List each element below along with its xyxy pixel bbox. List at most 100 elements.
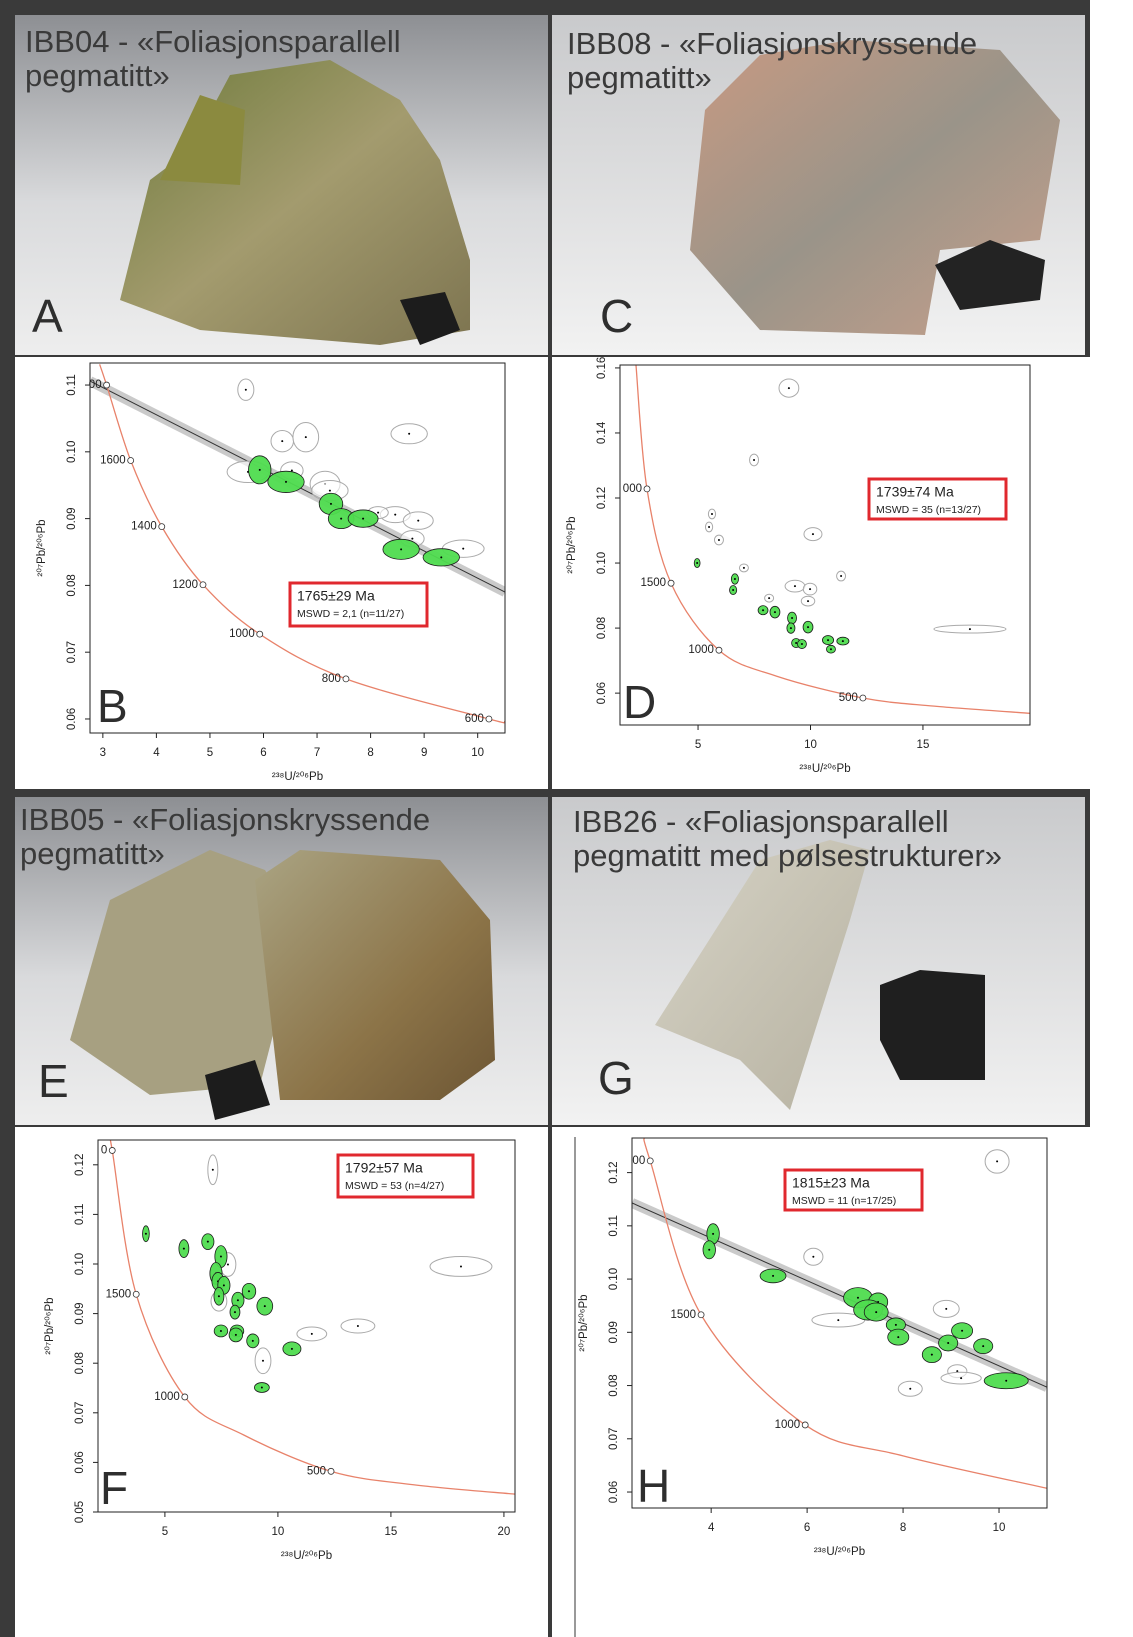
ellipse-center bbox=[772, 1274, 775, 1277]
y-tick-label: 0.16 bbox=[596, 357, 608, 379]
ellipse-center bbox=[247, 1290, 250, 1293]
ellipse-center bbox=[753, 458, 756, 461]
age-marker bbox=[327, 1467, 335, 1475]
ellipse-center bbox=[996, 1160, 999, 1163]
photo-title: pegmatitt med pølsestrukturer» bbox=[573, 838, 1002, 873]
ellipse-center bbox=[894, 1323, 897, 1326]
ellipse-center bbox=[961, 1329, 964, 1332]
y-tick-label: 0.07 bbox=[74, 1402, 86, 1424]
x-tick-label: 6 bbox=[804, 1522, 810, 1534]
annotation-age: 1765±29 Ma bbox=[297, 588, 375, 604]
photo-g: IBB26 - «Foliasjonsparallell pegmatitt m… bbox=[552, 797, 1085, 1125]
y-tick-label: 0.11 bbox=[608, 1215, 620, 1237]
ellipse-center bbox=[897, 1336, 900, 1339]
ellipse-center bbox=[400, 548, 403, 551]
separator bbox=[15, 789, 1090, 796]
loupe bbox=[205, 1060, 270, 1120]
ellipse-center bbox=[875, 1311, 878, 1314]
y-tick-label: 0.10 bbox=[66, 441, 78, 463]
y-tick-label: 0.06 bbox=[608, 1481, 620, 1503]
y-tick-label: 0.11 bbox=[74, 1204, 86, 1226]
x-tick-label: 6 bbox=[260, 747, 266, 759]
x-tick-label: 7 bbox=[314, 747, 320, 759]
photo-title: IBB26 - «Foliasjonsparallell bbox=[573, 804, 949, 839]
ellipse-center bbox=[841, 640, 844, 643]
annotation-mswd: MSWD = 53 (n=4/27) bbox=[345, 1180, 444, 1192]
ellipse-center bbox=[219, 1329, 222, 1332]
plot-frame bbox=[97, 1139, 516, 1513]
age-marker bbox=[108, 1147, 116, 1154]
ellipse-center bbox=[856, 1296, 859, 1299]
y-tick-label: 0.08 bbox=[74, 1352, 86, 1374]
ellipse-center bbox=[807, 600, 810, 603]
y-axis-label: ²⁰⁷Pb/²⁰⁶Pb bbox=[44, 1297, 56, 1354]
ellipse-center bbox=[795, 642, 798, 645]
ellipse-center bbox=[144, 1232, 147, 1235]
y-tick-label: 0.08 bbox=[66, 574, 78, 596]
chart: 000 1500 1000 500 5 10 15 0.06 0.08 0.10 0.12 0.14 0… bbox=[566, 357, 1031, 775]
annotation-age: 1792±57 Ma bbox=[345, 1160, 423, 1176]
y-axis-label: ²⁰⁷Pb/²⁰⁶Pb bbox=[578, 1294, 590, 1351]
loupe bbox=[880, 970, 985, 1080]
rock bbox=[690, 40, 1060, 335]
age-label: 800 bbox=[322, 673, 341, 685]
age-label: 0 bbox=[101, 1144, 107, 1156]
x-tick-label: 8 bbox=[367, 747, 373, 759]
ellipse-center bbox=[732, 589, 735, 592]
panel-label: D bbox=[623, 676, 656, 728]
ellipse-center bbox=[956, 1370, 959, 1373]
plot-frame bbox=[631, 1137, 1048, 1509]
y-tick-label: 0.08 bbox=[608, 1374, 620, 1396]
age-label: 500 bbox=[839, 692, 858, 704]
photo-title: IBB05 - «Foliasjonskryssende bbox=[20, 802, 430, 837]
ellipse-center bbox=[793, 585, 796, 588]
panel-label: H bbox=[637, 1460, 670, 1512]
ellipse-center bbox=[233, 1311, 236, 1314]
age-label: 1000 bbox=[775, 1419, 801, 1431]
ellipse-center bbox=[930, 1353, 933, 1356]
panel-label: C bbox=[600, 290, 633, 342]
ellipse-center bbox=[829, 648, 832, 651]
age-marker bbox=[181, 1393, 189, 1401]
age-marker bbox=[801, 1421, 809, 1429]
x-axis-label: ²³⁸U/²⁰⁶Pb bbox=[272, 771, 323, 783]
ellipse-center bbox=[340, 517, 343, 520]
y-tick-label: 0.11 bbox=[66, 374, 78, 396]
ellipse-center bbox=[440, 556, 443, 559]
ellipse-center bbox=[840, 575, 843, 578]
ellipse-center bbox=[945, 1307, 948, 1310]
chart: 00 1600 1400 1200 1000 800 600 3 4 5 6 7 8 9 10 0.06 0.0… bbox=[36, 362, 506, 783]
annotation-box bbox=[867, 477, 1008, 521]
rock bbox=[160, 95, 245, 185]
ellipse-center bbox=[417, 519, 420, 522]
ellipse-center bbox=[258, 468, 261, 471]
x-tick-label: 5 bbox=[207, 747, 213, 759]
ellipse-center bbox=[811, 533, 814, 536]
x-tick-label: 8 bbox=[900, 1522, 906, 1534]
y-tick-label: 0.09 bbox=[74, 1302, 86, 1324]
y-tick-label: 0.06 bbox=[596, 682, 608, 704]
ellipse-center bbox=[982, 1345, 985, 1348]
x-tick-label: 4 bbox=[708, 1522, 715, 1534]
age-label: 00 bbox=[89, 379, 102, 391]
age-label: 600 bbox=[465, 713, 484, 725]
ellipse-center bbox=[226, 1263, 229, 1266]
y-tick-label: 0.10 bbox=[608, 1268, 620, 1290]
ellipse-center bbox=[261, 1359, 264, 1362]
annotation-age: 1739±74 Ma bbox=[876, 484, 954, 500]
plot-area bbox=[109, 1140, 515, 1495]
panel-label: B bbox=[97, 680, 128, 732]
age-marker bbox=[342, 675, 350, 683]
ellipse-center bbox=[182, 1247, 185, 1250]
y-tick-label: 0.08 bbox=[596, 617, 608, 639]
loupe bbox=[400, 292, 460, 345]
x-tick-label: 10 bbox=[471, 747, 484, 759]
ellipse-center bbox=[696, 562, 699, 565]
ellipse-center bbox=[787, 387, 790, 390]
age-marker bbox=[256, 630, 264, 638]
ellipse-center bbox=[211, 1168, 214, 1171]
ellipse-center bbox=[304, 436, 307, 439]
age-label: 1500 bbox=[106, 1288, 132, 1300]
chart-panel bbox=[15, 1127, 548, 1637]
